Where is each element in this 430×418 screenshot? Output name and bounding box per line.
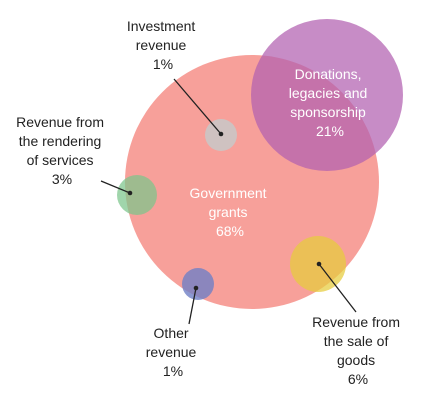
leader-investment <box>173 78 222 135</box>
label-investment-revenue: Investment revenue 1% <box>127 18 199 72</box>
leader-goods <box>318 263 357 313</box>
leader-dot-goods <box>316 261 322 267</box>
label-other-revenue: Other revenue 1% <box>146 325 200 379</box>
label-government-grants: Government grants 68% <box>190 185 271 239</box>
leader-services <box>100 180 131 194</box>
label-rendering-services: Revenue from the rendering of services 3… <box>16 114 108 187</box>
leader-dot-investment <box>218 131 224 137</box>
label-sale-of-goods: Revenue from the sale of goods 6% <box>312 314 404 387</box>
bubble-other-revenue <box>182 268 214 300</box>
bubble-donations <box>251 19 403 171</box>
label-donations: Donations, legacies and sponsorship 21% <box>289 66 372 139</box>
bubble-rendering-services <box>117 175 157 215</box>
leader-other <box>188 287 197 325</box>
leader-dot-other <box>193 285 199 291</box>
leader-dot-services <box>127 190 133 196</box>
